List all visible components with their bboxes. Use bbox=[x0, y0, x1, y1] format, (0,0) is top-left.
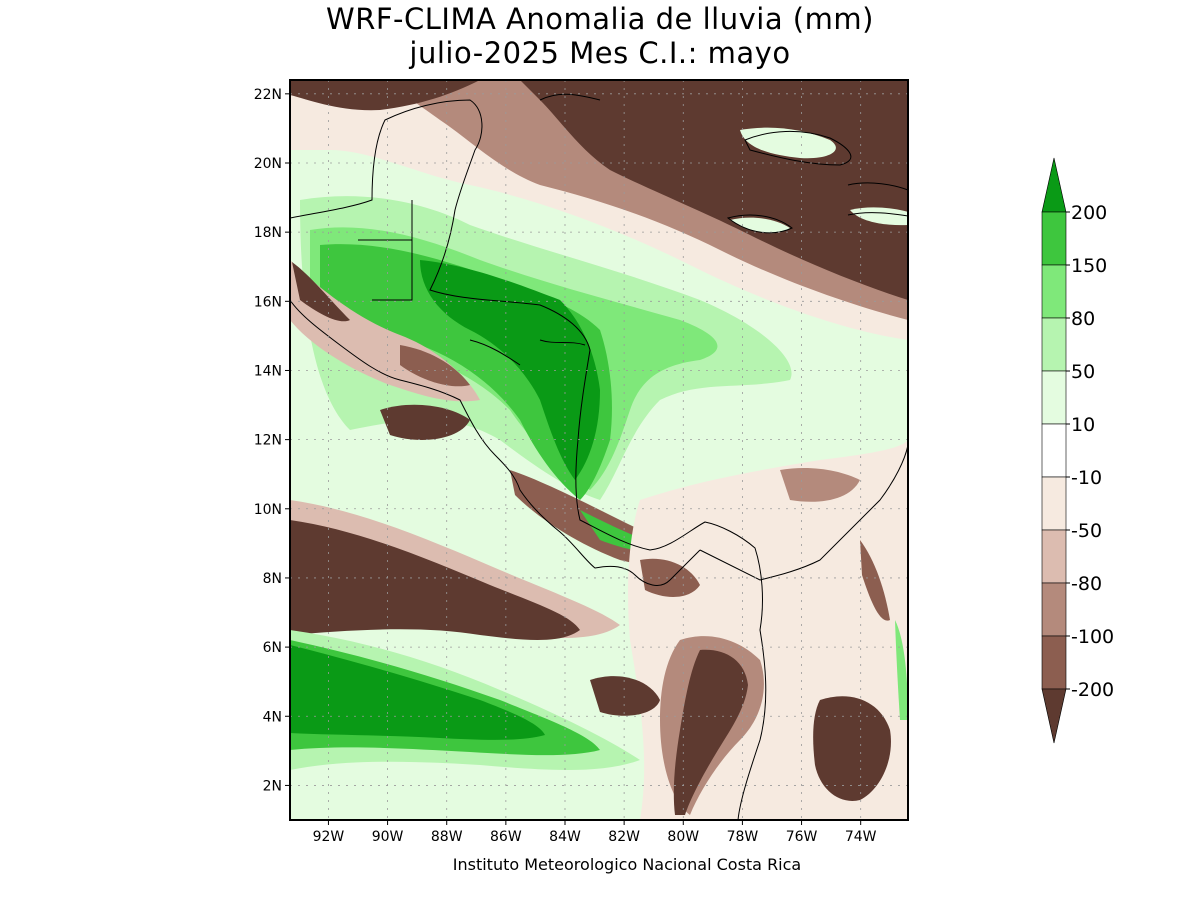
anomaly-dry-darien bbox=[640, 558, 700, 597]
colorbar-label: -100 bbox=[1071, 626, 1114, 648]
lon-tick-label: 82W bbox=[608, 829, 640, 845]
lat-tick-label: 10N bbox=[254, 502, 282, 518]
colorbar-label: 80 bbox=[1071, 308, 1095, 330]
lat-tick-label: 2N bbox=[263, 778, 282, 794]
lon-tick-label: 86W bbox=[490, 829, 522, 845]
map-gridlines bbox=[290, 80, 908, 820]
anomaly-dry-fonseca bbox=[400, 345, 470, 387]
colorbar-bottom-arrow bbox=[1041, 688, 1067, 744]
map-plot-area bbox=[290, 80, 908, 820]
colorbar-label: 50 bbox=[1071, 361, 1095, 383]
lat-tick-label: 16N bbox=[254, 294, 282, 310]
anomaly-dry-se-dark-3 bbox=[590, 676, 660, 716]
lon-tick-label: 74W bbox=[845, 829, 877, 845]
latitude-axis: 22N 20N 18N 16N 14N 12N 10N 8N 6N 4N 2N bbox=[254, 87, 290, 794]
colorbar-swatch bbox=[1041, 582, 1067, 637]
lon-tick-label: 84W bbox=[549, 829, 581, 845]
anomaly-dry-east-streak bbox=[860, 540, 890, 621]
anomaly-dry-northwest-dark bbox=[290, 80, 480, 111]
lon-tick-label: 76W bbox=[786, 829, 818, 845]
anomaly-dry-pacific-coast-dark bbox=[292, 262, 350, 322]
anomaly-wet-east-edge bbox=[895, 620, 908, 720]
anomaly-dry-sw-light bbox=[290, 500, 620, 638]
longitude-axis: 92W 90W 88W 86W 84W 82W 80W 78W 76W 74W bbox=[313, 820, 877, 845]
colorbar-label: 150 bbox=[1071, 255, 1107, 277]
colorbar-swatch bbox=[1041, 423, 1067, 478]
coastlines bbox=[290, 93, 908, 820]
anomaly-dry-gulf-dark bbox=[380, 404, 470, 440]
lon-tick-label: 80W bbox=[667, 829, 699, 845]
lat-tick-label: 18N bbox=[254, 225, 282, 241]
colorbar-top-arrow bbox=[1041, 157, 1067, 213]
anomaly-wet-200 bbox=[420, 260, 600, 480]
colorbar-label: -80 bbox=[1071, 573, 1102, 595]
anomaly-dry-se-dark-2 bbox=[813, 696, 891, 801]
lat-tick-label: 4N bbox=[263, 709, 282, 725]
colorbar-swatch bbox=[1041, 317, 1067, 372]
lat-tick-label: 14N bbox=[254, 363, 282, 379]
lon-tick-label: 90W bbox=[372, 829, 404, 845]
anomaly-hispaniola-light bbox=[850, 207, 908, 226]
colorbar-label: -50 bbox=[1071, 520, 1102, 542]
lon-tick-label: 78W bbox=[727, 829, 759, 845]
anomaly-cuba-light bbox=[740, 127, 836, 159]
anomaly-jamaica-light bbox=[730, 217, 790, 234]
colorbar-swatch bbox=[1041, 476, 1067, 531]
colorbar-swatch bbox=[1041, 264, 1067, 319]
anomaly-wet-sw-200 bbox=[290, 645, 545, 740]
colorbar-swatch bbox=[1041, 211, 1067, 266]
colorbar-label: 200 bbox=[1071, 202, 1107, 224]
colorbar-label: -200 bbox=[1071, 679, 1114, 701]
map-title-line2: julio-2025 Mes C.I.: mayo bbox=[409, 36, 791, 70]
anomaly-dry-caribbean-colombia bbox=[780, 468, 860, 502]
map-title-line1: WRF-CLIMA Anomalia de lluvia (mm) bbox=[326, 2, 874, 36]
lat-tick-label: 8N bbox=[263, 571, 282, 587]
lat-tick-label: 20N bbox=[254, 156, 282, 172]
colorbar-label: -10 bbox=[1071, 467, 1102, 489]
lat-tick-label: 6N bbox=[263, 640, 282, 656]
anomaly-dry-sw-dark bbox=[290, 520, 580, 640]
lat-tick-label: 12N bbox=[254, 433, 282, 449]
colorbar-swatch bbox=[1041, 529, 1067, 584]
colorbar-label: 10 bbox=[1071, 414, 1095, 436]
colorbar-legend: 200 150 80 50 10 -10 -50 -80 -100 -200 bbox=[1041, 157, 1114, 744]
lon-tick-label: 88W bbox=[431, 829, 463, 845]
lat-tick-label: 22N bbox=[254, 87, 282, 103]
anomaly-dry-se-dark-1 bbox=[673, 649, 748, 815]
colorbar-swatch bbox=[1041, 370, 1067, 425]
lon-tick-label: 92W bbox=[313, 829, 345, 845]
colorbar-swatch bbox=[1041, 635, 1067, 690]
credit-text: Instituto Meteorologico Nacional Costa R… bbox=[453, 855, 801, 874]
map-frame bbox=[289, 79, 909, 821]
